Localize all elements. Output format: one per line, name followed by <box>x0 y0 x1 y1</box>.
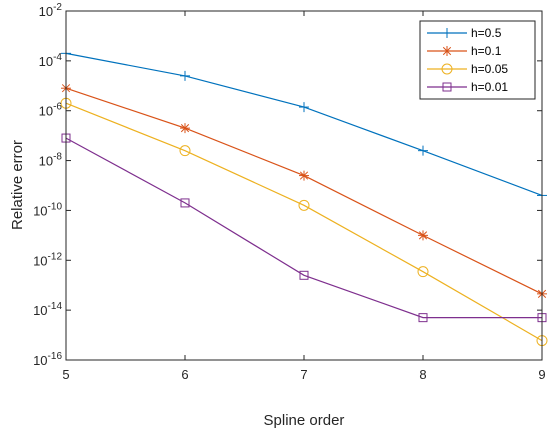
square-marker <box>418 313 428 323</box>
circle-marker <box>298 199 310 211</box>
legend-label: h=0.1 <box>471 44 502 58</box>
legend-label: h=0.01 <box>471 80 508 94</box>
y-tick-label: 10-6 <box>39 102 63 119</box>
x-tick-label: 8 <box>419 367 426 382</box>
plus-marker <box>442 28 452 38</box>
legend-box <box>419 20 536 100</box>
asterisk-marker <box>299 170 309 181</box>
plus-marker <box>299 102 309 113</box>
asterisk-marker <box>418 230 428 241</box>
x-axis-label: Spline order <box>264 412 345 429</box>
asterisk-marker <box>442 46 452 56</box>
legend-label: h=0.05 <box>471 62 508 76</box>
circle-marker <box>441 63 453 75</box>
y-tick-label: 10-2 <box>39 2 63 19</box>
series-line <box>65 102 543 342</box>
y-tick-labels: 10-16 10-14 10-12 10-10 10-8 10-6 10-4 10-2 <box>33 2 62 368</box>
circle-marker <box>417 266 429 278</box>
plus-marker <box>418 145 428 156</box>
axis-ticks <box>65 10 543 361</box>
circle-marker <box>179 145 191 157</box>
legend-label: h=0.5 <box>471 26 502 40</box>
y-tick-label: 10-12 <box>33 251 62 268</box>
plus-marker <box>180 70 190 81</box>
x-tick-labels: 5 6 7 8 9 <box>62 367 545 382</box>
x-tick-label: 6 <box>181 367 188 382</box>
square-marker <box>180 198 190 208</box>
x-tick-label: 9 <box>538 367 545 382</box>
square-marker <box>442 82 452 92</box>
y-tick-label: 10-14 <box>33 301 62 318</box>
y-tick-label: 10-4 <box>39 52 63 69</box>
y-tick-label: 10-8 <box>39 152 63 169</box>
x-tick-label: 5 <box>62 367 69 382</box>
x-tick-label: 7 <box>300 367 307 382</box>
y-axis-label: Relative error <box>9 140 26 230</box>
square-marker <box>299 270 309 280</box>
y-tick-label: 10-10 <box>33 201 62 218</box>
legend: h=0.5 h=0.1 h=0.05 h=0.01 <box>419 20 536 100</box>
asterisk-marker <box>180 123 190 134</box>
y-tick-label: 10-16 <box>33 351 62 368</box>
series-line <box>65 137 542 319</box>
